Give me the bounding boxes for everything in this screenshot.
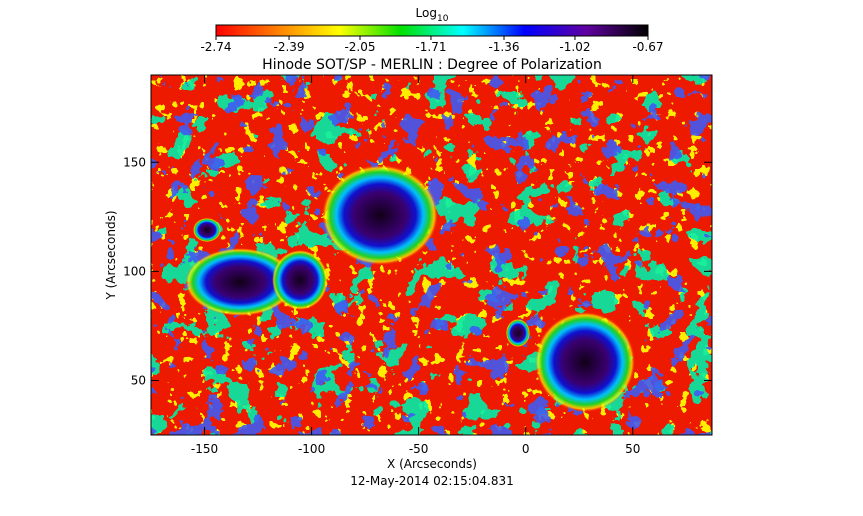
colorbar-tick-label: -2.05 bbox=[344, 40, 375, 54]
colorbar-tick-label: -2.39 bbox=[274, 40, 305, 54]
colorbar-tick-label: -2.74 bbox=[200, 40, 231, 54]
x-tick-label: 50 bbox=[625, 442, 640, 456]
colorbar bbox=[215, 24, 649, 37]
subtitle: 12-May-2014 02:15:04.831 bbox=[350, 474, 514, 488]
colorbar-tick-label: -0.67 bbox=[632, 40, 663, 54]
y-tick-label: 100 bbox=[123, 264, 146, 278]
plot-frame bbox=[150, 74, 713, 436]
x-tick-label: -100 bbox=[298, 442, 325, 456]
y-tick-label: 150 bbox=[123, 155, 146, 169]
y-tick-label: 50 bbox=[131, 373, 146, 387]
chart-title: Hinode SOT/SP - MERLIN : Degree of Polar… bbox=[262, 57, 602, 73]
colorbar-title: Log10 bbox=[416, 6, 449, 24]
x-tick-label: -150 bbox=[191, 442, 218, 456]
colorbar-tick-label: -1.02 bbox=[559, 40, 590, 54]
colorbar-tick-label: -1.36 bbox=[488, 40, 519, 54]
x-axis-label: X (Arcseconds) bbox=[387, 457, 477, 471]
colorbar-tick-label: -1.71 bbox=[415, 40, 446, 54]
x-tick-label: 0 bbox=[522, 442, 530, 456]
image-field bbox=[151, 75, 712, 435]
y-axis-label: Y (Arcseconds) bbox=[104, 210, 118, 300]
x-tick-label: -50 bbox=[409, 442, 429, 456]
